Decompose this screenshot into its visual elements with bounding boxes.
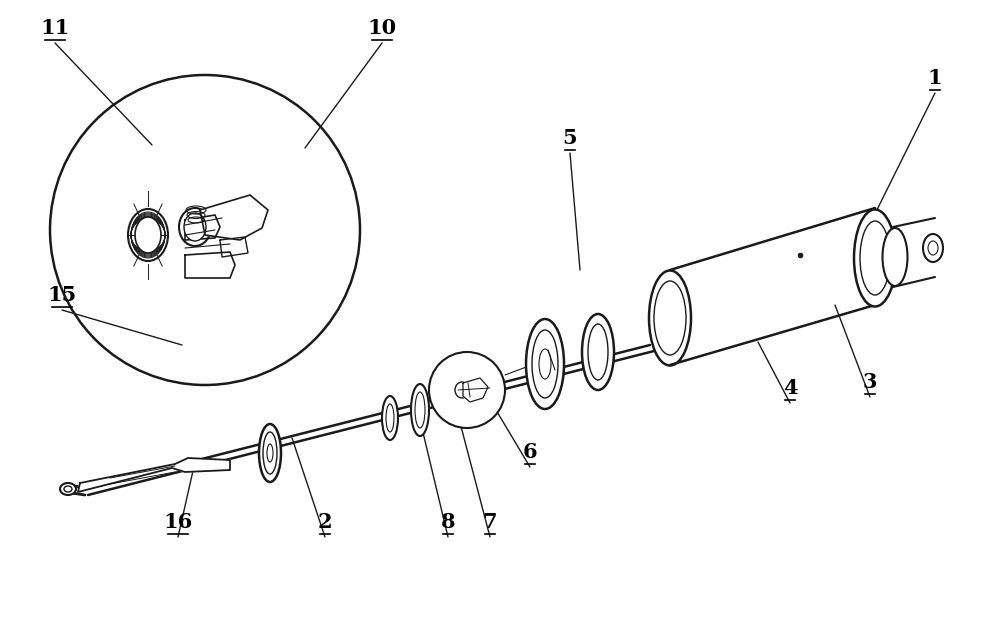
Ellipse shape xyxy=(649,271,691,366)
Text: 1: 1 xyxy=(928,68,942,88)
Ellipse shape xyxy=(382,396,398,440)
Ellipse shape xyxy=(128,209,168,261)
Ellipse shape xyxy=(854,209,896,307)
Ellipse shape xyxy=(532,330,558,398)
Ellipse shape xyxy=(415,392,425,428)
Circle shape xyxy=(429,352,505,428)
Polygon shape xyxy=(463,378,488,402)
Text: 11: 11 xyxy=(40,18,70,38)
Ellipse shape xyxy=(539,349,551,379)
Ellipse shape xyxy=(654,281,686,355)
Ellipse shape xyxy=(386,404,394,432)
Ellipse shape xyxy=(259,424,281,482)
Text: 6: 6 xyxy=(523,442,537,462)
Text: 2: 2 xyxy=(318,512,332,532)
Polygon shape xyxy=(220,237,248,257)
Polygon shape xyxy=(200,195,268,240)
Polygon shape xyxy=(185,215,220,240)
Ellipse shape xyxy=(455,382,469,398)
Text: 8: 8 xyxy=(441,512,455,532)
Ellipse shape xyxy=(923,234,943,262)
Ellipse shape xyxy=(267,444,273,462)
Text: 15: 15 xyxy=(47,285,77,305)
Text: 10: 10 xyxy=(367,18,397,38)
Ellipse shape xyxy=(135,217,161,253)
Polygon shape xyxy=(185,252,235,278)
Ellipse shape xyxy=(411,384,429,436)
Polygon shape xyxy=(78,458,230,492)
Ellipse shape xyxy=(883,228,908,286)
Ellipse shape xyxy=(582,314,614,390)
Ellipse shape xyxy=(64,486,72,492)
Ellipse shape xyxy=(179,208,211,246)
Text: 7: 7 xyxy=(483,512,497,532)
Ellipse shape xyxy=(60,483,76,495)
Text: 4: 4 xyxy=(783,378,797,398)
Text: 3: 3 xyxy=(863,372,877,392)
Ellipse shape xyxy=(526,319,564,409)
Ellipse shape xyxy=(860,221,890,295)
Circle shape xyxy=(50,75,360,385)
Ellipse shape xyxy=(588,324,608,380)
Ellipse shape xyxy=(928,241,938,255)
Ellipse shape xyxy=(184,213,206,241)
Text: 16: 16 xyxy=(163,512,193,532)
Ellipse shape xyxy=(263,432,277,474)
Text: 5: 5 xyxy=(563,128,577,148)
